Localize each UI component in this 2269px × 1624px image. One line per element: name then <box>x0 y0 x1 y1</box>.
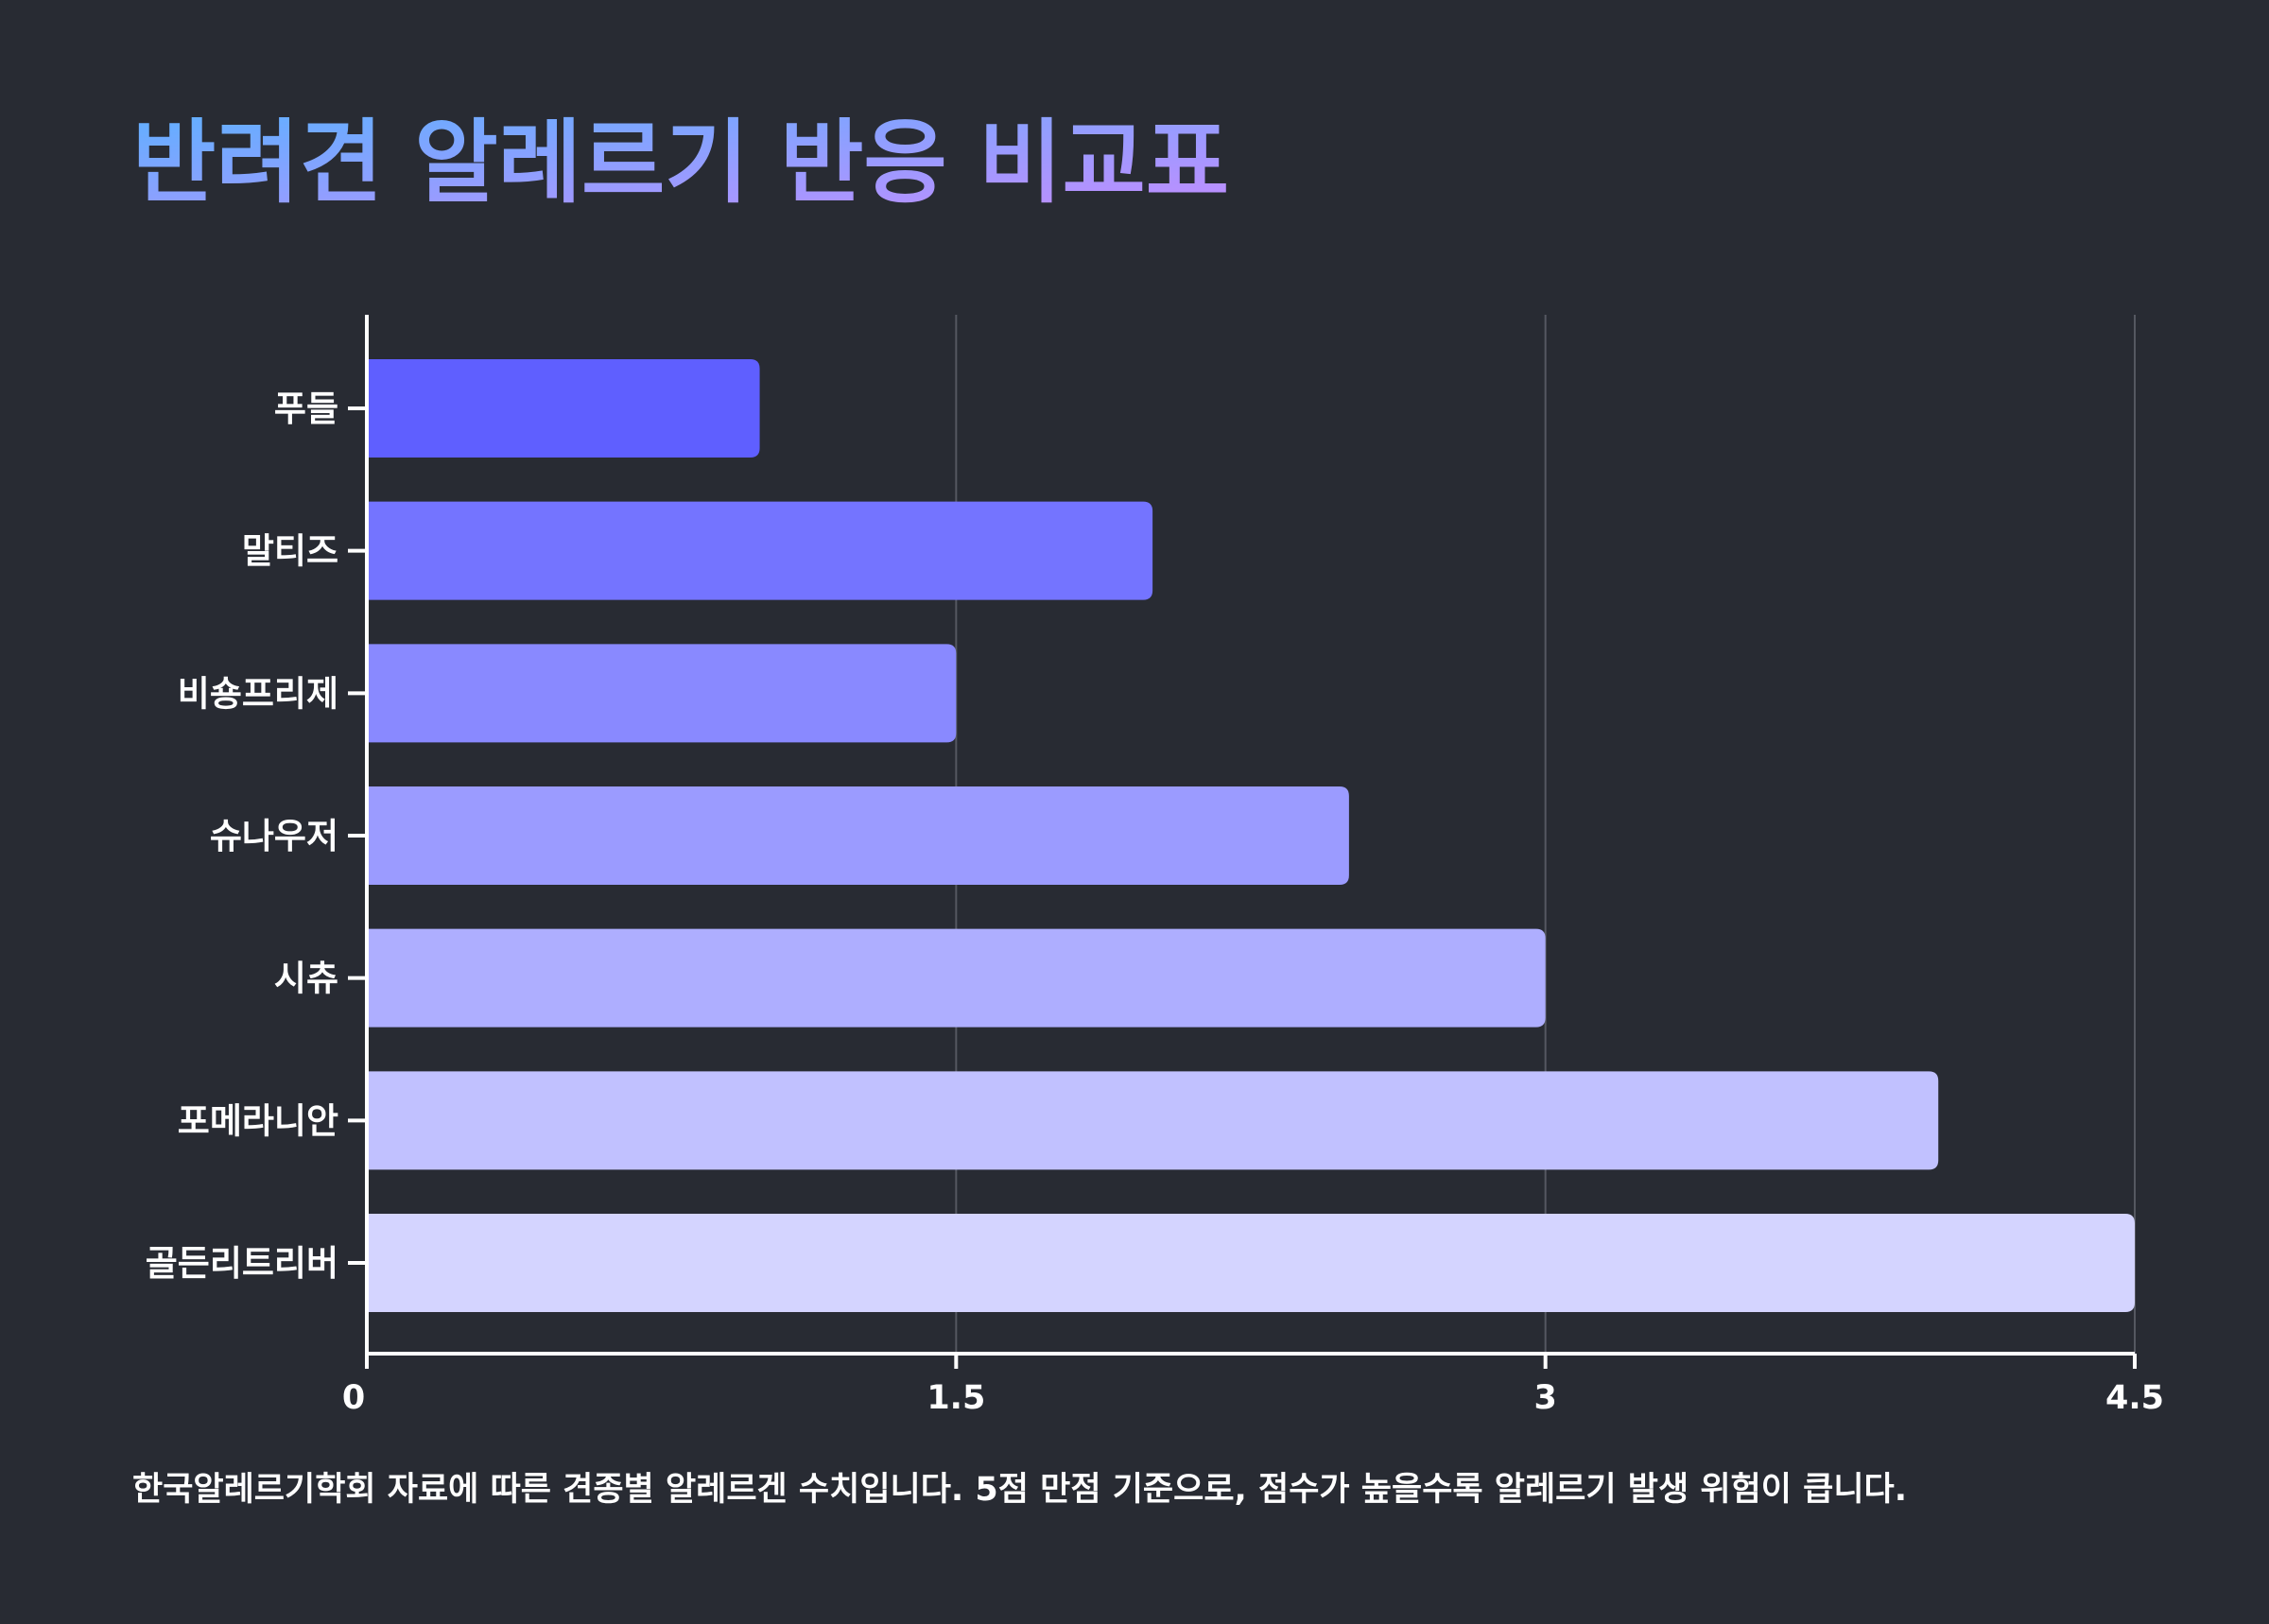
x-tick-label-3: 4.5 <box>2105 1379 2164 1417</box>
chart-caption: 한국알레르기학회 자료에 따른 견종별 알레르겐 수치입니다. 5점 만점 기준… <box>132 1471 1907 1509</box>
category-label-5: 포메라니안 <box>178 1100 338 1141</box>
axes <box>348 315 2137 1369</box>
bar-2 <box>367 644 957 743</box>
chart-title: 반려견 알레르기 반응 비교표 <box>132 110 1229 216</box>
bar-0 <box>367 359 760 458</box>
bar-5 <box>367 1071 1939 1170</box>
x-tick-label-0: 0 <box>342 1379 365 1417</box>
bar-1 <box>367 501 1153 600</box>
bar-6 <box>367 1214 2135 1313</box>
x-tick-label-2: 3 <box>1533 1379 1556 1417</box>
bars <box>367 359 2135 1313</box>
category-label-4: 시츄 <box>274 959 338 999</box>
bar-4 <box>367 928 1546 1028</box>
bar-3 <box>367 786 1349 886</box>
category-label-1: 말티즈 <box>242 531 338 572</box>
x-tick-labels: 0 1.5 3 4.5 <box>342 1379 2164 1417</box>
x-tick-label-1: 1.5 <box>927 1379 985 1417</box>
category-label-0: 푸들 <box>274 389 338 429</box>
category-label-3: 슈나우저 <box>210 816 338 856</box>
category-label-6: 골든리트리버 <box>146 1243 338 1284</box>
category-label-2: 비숑프리제 <box>178 673 338 714</box>
